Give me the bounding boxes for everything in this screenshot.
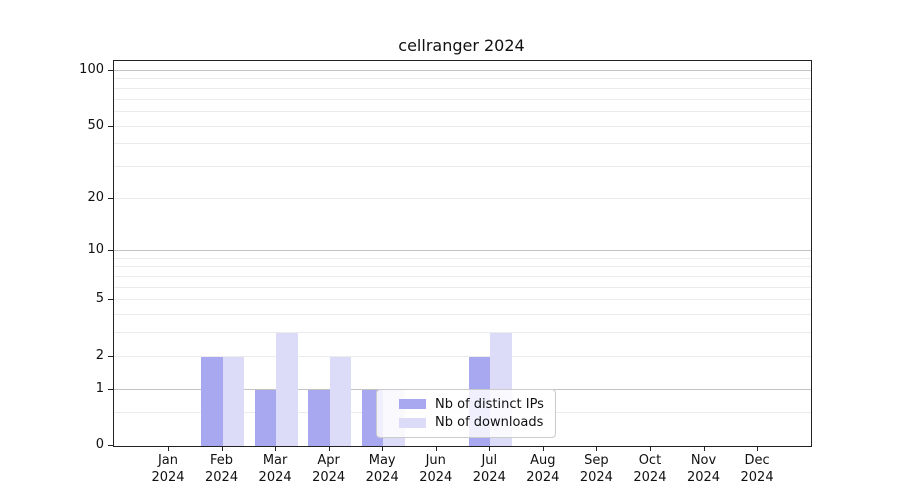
gridline-minor [114, 110, 811, 112]
y-tick-mark [108, 250, 113, 252]
x-tick-month: Sep [584, 453, 609, 468]
legend-entry-downloads: Nb of downloads [399, 415, 545, 430]
x-tick-mark [542, 446, 544, 451]
x-tick-mark [703, 446, 705, 451]
y-tick-label: 1 [95, 380, 104, 396]
x-tick-month: Jun [425, 453, 446, 468]
y-tick-label: 50 [87, 117, 104, 133]
legend-entry-distinct-ips: Nb of distinct IPs [399, 397, 545, 412]
x-tick-year: 2024 [365, 470, 399, 485]
x-tick-mark [757, 446, 759, 451]
y-tick-mark [108, 197, 113, 199]
x-tick-year: 2024 [258, 470, 292, 485]
legend-swatch-downloads [399, 417, 426, 428]
x-tick-year: 2024 [151, 470, 185, 485]
gridline-minor [114, 286, 811, 288]
bar-downloads-feb [222, 356, 245, 446]
x-tick-label: Mar 2024 [244, 452, 306, 486]
legend-label: Nb of distinct IPs [435, 396, 544, 412]
x-tick-mark [382, 446, 384, 451]
y-tick-mark [108, 445, 113, 446]
y-tick-mark [108, 299, 113, 301]
x-tick-month: Oct [638, 453, 662, 468]
y-tick-mark [108, 69, 113, 71]
x-tick-label: Oct 2024 [619, 452, 681, 486]
gridline-minor [114, 276, 811, 278]
gridline-minor [114, 299, 811, 301]
x-tick-year: 2024 [740, 470, 774, 485]
x-tick-label: Jul 2024 [458, 452, 520, 486]
x-tick-mark [596, 446, 598, 451]
gridline-minor [114, 125, 811, 127]
bar-distinct-ips-apr [308, 389, 330, 446]
x-tick-month: Aug [530, 453, 556, 468]
x-tick-month: Jul [481, 453, 498, 468]
gridline-major [114, 69, 811, 71]
x-tick-month: Jan [157, 453, 179, 468]
y-tick-mark [108, 388, 113, 390]
legend: Nb of distinct IPs Nb of downloads [376, 389, 556, 438]
x-tick-label: Dec 2024 [726, 452, 788, 486]
gridline-minor [114, 87, 811, 89]
x-tick-month: Mar [262, 453, 288, 468]
bar-distinct-ips-feb [201, 356, 223, 446]
x-tick-month: Apr [317, 453, 340, 468]
x-tick-year: 2024 [419, 470, 453, 485]
legend-swatch-distinct-ips [399, 399, 426, 410]
bar-downloads-apr [329, 356, 352, 446]
y-tick-label: 5 [95, 291, 104, 307]
gridline-minor [114, 165, 811, 167]
gridline-minor [114, 143, 811, 145]
x-tick-label: Sep 2024 [565, 452, 627, 486]
x-tick-mark [275, 446, 277, 451]
y-tick-label: 0 [95, 437, 104, 452]
gridline-minor [114, 197, 811, 199]
x-tick-month: Dec [744, 453, 770, 468]
y-tick-label: 20 [87, 189, 104, 205]
x-tick-mark [435, 446, 437, 451]
chart-title: cellranger 2024 [398, 36, 525, 55]
x-tick-month: Nov [690, 453, 717, 468]
gridline-minor [114, 355, 811, 357]
legend-label: Nb of downloads [435, 415, 544, 431]
gridline-minor [114, 78, 811, 80]
gridline-minor [114, 314, 811, 316]
x-tick-year: 2024 [205, 470, 239, 485]
y-tick-mark [108, 125, 113, 127]
x-tick-month: Feb [210, 453, 234, 468]
x-tick-label: Aug 2024 [512, 452, 574, 486]
y-tick-label: 2 [95, 347, 104, 363]
x-tick-label: Apr 2024 [298, 452, 360, 486]
x-tick-label: Jan 2024 [137, 452, 199, 486]
x-tick-mark [328, 446, 330, 451]
bar-downloads-mar [276, 333, 298, 446]
x-tick-label: Feb 2024 [191, 452, 253, 486]
y-tick-mark [108, 355, 113, 357]
x-tick-year: 2024 [579, 470, 613, 485]
y-tick-label: 10 [87, 242, 104, 258]
x-tick-month: May [368, 453, 396, 468]
x-tick-year: 2024 [633, 470, 667, 485]
x-tick-label: Jun 2024 [405, 452, 467, 486]
x-tick-label: Nov 2024 [673, 452, 735, 486]
x-tick-mark [221, 446, 223, 451]
gridline-minor [114, 257, 811, 259]
x-tick-mark [649, 446, 651, 451]
gridline-minor [114, 332, 811, 334]
x-tick-label: May 2024 [351, 452, 413, 486]
gridline-major [114, 250, 811, 252]
bar-distinct-ips-mar [254, 389, 277, 446]
gridline-minor [114, 266, 811, 268]
x-tick-year: 2024 [526, 470, 560, 485]
x-tick-year: 2024 [312, 470, 346, 485]
gridline-minor [114, 98, 811, 100]
x-tick-year: 2024 [686, 470, 721, 485]
x-tick-mark [489, 446, 491, 451]
x-tick-year: 2024 [472, 470, 506, 485]
y-tick-label: 100 [79, 61, 104, 77]
x-tick-mark [168, 446, 169, 451]
